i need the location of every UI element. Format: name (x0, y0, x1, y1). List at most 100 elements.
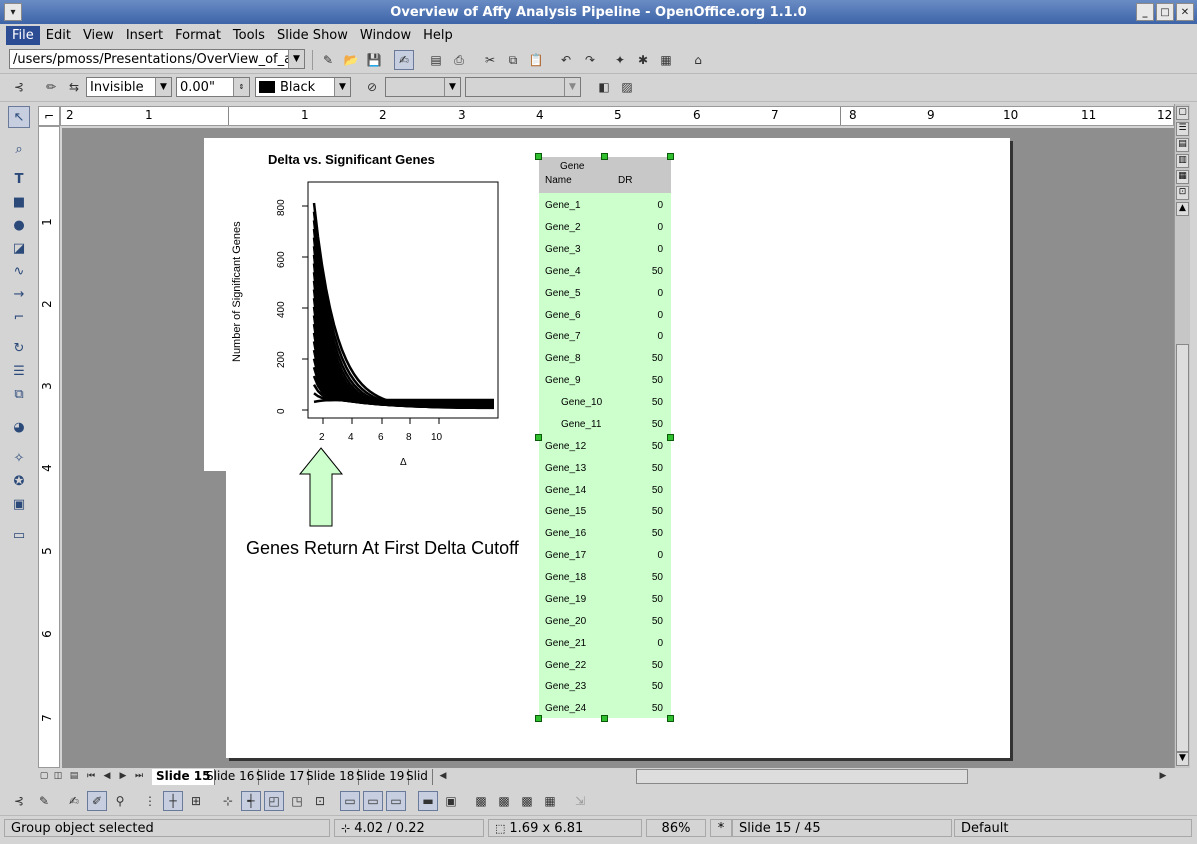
handout-view-icon[interactable]: ▦ (1176, 170, 1189, 184)
status-zoom[interactable]: 86% (646, 819, 706, 837)
vertical-scrollbar[interactable]: ▢ ☰ ▤ ▥ ▦ ⊡ ▲ ▼ (1174, 104, 1190, 768)
points-icon[interactable]: ✐ (87, 791, 107, 811)
grid-icon[interactable]: ⋮ (144, 794, 156, 808)
open-folder-icon[interactable]: 📂 (343, 53, 359, 67)
interaction-icon[interactable]: ✪ (13, 473, 25, 489)
selection-handle[interactable] (601, 153, 608, 160)
area-icon[interactable]: ▨ (621, 80, 633, 94)
close-button[interactable]: ✕ (1176, 3, 1194, 21)
window-menu-icon[interactable]: ▾ (4, 3, 22, 21)
first-slide-icon[interactable]: ⏮ (86, 771, 96, 781)
tab-slide-16[interactable]: Slide 16 (202, 769, 260, 785)
option-bar-icon[interactable]: ⊰ (13, 794, 25, 808)
horizontal-ruler[interactable]: 2 1 1 2 3 4 5 6 7 8 9 10 11 12 (60, 106, 1174, 126)
tab-slide-17[interactable]: Slide 17 (252, 769, 310, 785)
minimize-button[interactable]: _ (1136, 3, 1154, 21)
area-style-select[interactable]: ▼ (385, 77, 461, 97)
tab-slide-15[interactable]: Slide 15 (152, 769, 216, 785)
tab-slide-19[interactable]: Slide 19 (352, 769, 410, 785)
shadow-icon[interactable]: ◧ (598, 80, 610, 94)
double-click-text-icon[interactable]: ▬ (418, 791, 438, 811)
arrange-icon[interactable]: ⧉ (14, 386, 24, 402)
alignment-icon[interactable]: ☰ (13, 363, 25, 379)
path-combobox[interactable]: /users/pmoss/Presentations/OverView_of_a… (9, 49, 305, 69)
slideshow-view-icon[interactable]: ⊡ (1176, 186, 1189, 200)
image-placeholder-icon[interactable]: ▩ (498, 794, 510, 808)
home-icon[interactable]: ⌂ (694, 53, 702, 67)
line-style-select[interactable]: Invisible ▼ (86, 77, 172, 97)
chevron-down-icon[interactable]: ▼ (334, 78, 350, 96)
outline-view-icon[interactable]: ☰ (1176, 122, 1189, 136)
slides-view-icon[interactable]: ▤ (1176, 138, 1189, 152)
navigator-icon[interactable]: ✦ (614, 53, 626, 67)
save-icon[interactable]: 💾 (366, 53, 382, 67)
ellipse-icon[interactable]: ● (13, 217, 25, 233)
guides-icon[interactable]: ⊞ (190, 794, 202, 808)
gene-table[interactable]: Gene Name DR Gene_1 0 Gene_2 0 Gene_3 0 Gen… (535, 153, 674, 722)
outline-view-toggle-icon[interactable]: ▩ (475, 794, 487, 808)
edit-pen-icon[interactable]: ✎ (38, 794, 50, 808)
menu-tools[interactable]: Tools (232, 27, 265, 43)
notes-view-icon[interactable]: ▥ (1176, 154, 1189, 168)
select-arrow-icon[interactable]: ↖ (8, 106, 30, 128)
tab-stop-icon[interactable]: ⌐ (38, 106, 60, 126)
drawing-mode-icon[interactable]: ▢ (39, 771, 49, 781)
selection-handle[interactable] (667, 153, 674, 160)
chevron-down-icon[interactable]: ▼ (288, 50, 304, 68)
line-icon[interactable]: ✏ (45, 80, 57, 94)
exit-group-icon[interactable]: ⇲ (574, 794, 586, 808)
object-bar-icon[interactable]: ⊰ (13, 80, 25, 94)
rotate-icon[interactable]: ↻ (13, 340, 25, 356)
3d-object-icon[interactable]: ◪ (12, 240, 26, 256)
selection-handle[interactable] (535, 434, 542, 441)
snap-grid-icon[interactable]: ⊹ (222, 794, 234, 808)
chevron-down-icon[interactable]: ▼ (564, 78, 580, 96)
scroll-left-icon[interactable]: ◀ (439, 771, 447, 781)
text-tool-icon[interactable]: T (14, 171, 24, 187)
text-fit-icon[interactable]: ▭ (340, 791, 360, 811)
edit-file-icon[interactable]: ✎ (322, 53, 334, 67)
handles-icon[interactable]: ▣ (445, 794, 457, 808)
export-pdf-icon[interactable]: ▤ (430, 53, 442, 67)
menu-file[interactable]: File (6, 25, 40, 45)
redo-icon[interactable]: ↷ (584, 53, 596, 67)
glue-points-icon[interactable]: ⚲ (115, 794, 125, 808)
area-fill-select[interactable]: ▼ (465, 77, 581, 97)
selection-handle[interactable] (667, 434, 674, 441)
stylist-icon[interactable]: ✱ (637, 53, 649, 67)
text-select-icon[interactable]: ▭ (386, 791, 406, 811)
3d-objects-icon[interactable]: ▣ (12, 496, 26, 512)
quick-edit-icon[interactable]: ▭ (363, 791, 383, 811)
snap-guides-icon[interactable]: ┽ (241, 791, 261, 811)
area-style-icon[interactable]: ⊘ (366, 80, 378, 94)
rectangle-icon[interactable]: ■ (12, 194, 26, 210)
cut-icon[interactable]: ✂ (484, 53, 496, 67)
snap-lines-icon[interactable]: ┼ (163, 791, 183, 811)
next-slide-icon[interactable]: ▶ (119, 771, 127, 781)
chart-image[interactable]: Delta vs. Significant Genes Number of Si… (204, 138, 550, 471)
zoom-icon[interactable]: ⌕ (15, 141, 23, 157)
gallery-icon[interactable]: ▦ (660, 53, 672, 67)
menu-edit[interactable]: Edit (45, 27, 71, 43)
last-slide-icon[interactable]: ⏭ (134, 771, 144, 781)
undo-icon[interactable]: ↶ (560, 53, 572, 67)
line-arrow-icon[interactable]: → (13, 286, 25, 302)
chevron-down-icon[interactable]: ▼ (155, 78, 171, 96)
scroll-thumb[interactable] (1176, 344, 1189, 752)
menu-view[interactable]: View (82, 27, 114, 43)
line-width-field[interactable]: 0.00" ⇕ (176, 77, 250, 97)
drawing-view-icon[interactable]: ▢ (1176, 106, 1189, 120)
line-color-select[interactable]: Black ▼ (255, 77, 351, 97)
snap-points-icon[interactable]: ⊡ (314, 794, 326, 808)
line-contour-icon[interactable]: ▦ (544, 794, 556, 808)
edit-mode-icon[interactable]: ✍ (394, 50, 414, 70)
effects-icon[interactable]: ✧ (13, 450, 25, 466)
curve-icon[interactable]: ∿ (13, 263, 25, 279)
tab-slide-20[interactable]: Slid (402, 769, 433, 785)
selection-handle[interactable] (601, 715, 608, 722)
chevron-down-icon[interactable]: ▼ (444, 78, 460, 96)
scroll-up-icon[interactable]: ▲ (1176, 202, 1189, 216)
selection-handle[interactable] (535, 153, 542, 160)
spinner-icon[interactable]: ⇕ (233, 78, 249, 96)
paste-icon[interactable]: 📋 (528, 53, 544, 67)
